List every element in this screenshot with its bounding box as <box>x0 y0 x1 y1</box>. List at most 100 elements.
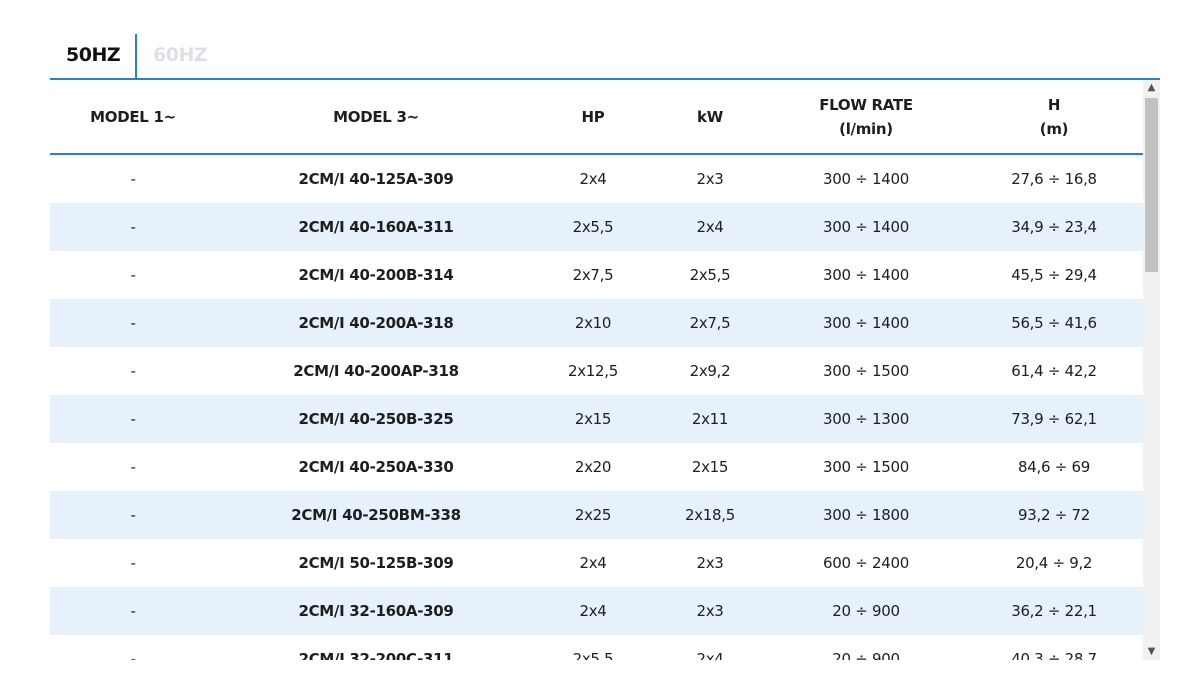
table-row: - 2CM/I 40-125A-309 2x4 2x3 300 ÷ 1400 27,6 ÷… <box>50 155 1143 203</box>
table-cell: 2x5,5 <box>572 650 614 660</box>
table-cell: 300 ÷ 1500 <box>823 362 909 380</box>
table-cell: - <box>130 554 136 572</box>
table-cell: 2x18,5 <box>684 506 736 524</box>
table-cell: 2x12,5 <box>567 362 619 380</box>
header-cell: FLOW RATE (l/min) <box>819 80 913 153</box>
table-cell: 300 ÷ 1400 <box>823 170 909 188</box>
table-cell: 2CM/I 40-200A-318 <box>298 314 454 332</box>
table-cell: - <box>130 170 136 188</box>
table-cell: 20 ÷ 900 <box>832 650 900 660</box>
table-cell: 2CM/I 32-160A-309 <box>298 602 454 620</box>
table-cell: 20,4 ÷ 9,2 <box>1015 554 1093 572</box>
scroll-up[interactable]: ▲ <box>1147 82 1156 93</box>
table-cell: 2CM/I 40-250B-325 <box>298 410 454 428</box>
table-row: - 2CM/I 40-200B-314 2x7,5 2x5,5 300 ÷ 1400 45… <box>50 251 1143 299</box>
table-cell: 20 ÷ 900 <box>832 602 900 620</box>
header-text: kW <box>697 107 723 126</box>
table-cell: 2x20 <box>574 458 612 476</box>
table-cell: - <box>130 362 136 380</box>
table-row: - 2CM/I 40-160A-311 2x5,5 2x4 300 ÷ 1400 34,9… <box>50 203 1143 251</box>
table-cell: 2x15 <box>691 458 729 476</box>
header-text: MODEL 3~ <box>333 107 419 126</box>
table-cell: 2x4 <box>696 218 724 236</box>
table-cell: 73,9 ÷ 62,1 <box>1011 410 1097 428</box>
header-text: (m) <box>1039 119 1069 138</box>
table-cell: 2CM/I 40-250BM-338 <box>291 506 461 524</box>
table-cell: 2CM/I 40-200B-314 <box>298 266 454 284</box>
table-cell: 300 ÷ 1800 <box>823 506 909 524</box>
table-cell: - <box>130 314 136 332</box>
header-row: MODEL 1~ MODEL 3~ HP kW FLOW RATE (l/min) H (m) <box>50 80 1143 153</box>
tab-60hz[interactable]: 60HZ <box>153 44 208 66</box>
table-cell: 2x7,5 <box>689 314 731 332</box>
table-row: - 2CM/I 40-250A-330 2x20 2x15 300 ÷ 1500 84,6… <box>50 443 1143 491</box>
table-row: - 2CM/I 50-125B-309 2x4 2x3 600 ÷ 2400 20,4 ÷… <box>50 539 1143 587</box>
table-cell: 2CM/I 40-125A-309 <box>298 170 454 188</box>
header-text: MODEL 1~ <box>90 107 176 126</box>
header-text: HP <box>581 107 605 126</box>
table-cell: 61,4 ÷ 42,2 <box>1011 362 1097 380</box>
header-text: H <box>1047 95 1061 114</box>
table-cell: 2x11 <box>691 410 729 428</box>
table-row: - 2CM/I 32-200C-311 2x5,5 2x4 20 ÷ 900 40,3 ÷… <box>50 635 1143 660</box>
table-cell: 36,2 ÷ 22,1 <box>1011 602 1097 620</box>
header-cell: H (m) <box>1039 80 1069 153</box>
scrollbar-thumb[interactable] <box>1145 98 1158 272</box>
table-cell: 2CM/I 40-160A-311 <box>298 218 454 236</box>
table-cell: 2x9,2 <box>689 362 731 380</box>
table-cell: 2x7,5 <box>572 266 614 284</box>
table-cell: 300 ÷ 1500 <box>823 458 909 476</box>
header-cell: HP <box>582 80 605 153</box>
table-cell: 27,6 ÷ 16,8 <box>1011 170 1097 188</box>
table-cell: 2CM/I 32-200C-311 <box>298 650 454 660</box>
table-cell: 2CM/I 50-125B-309 <box>298 554 454 572</box>
table-cell: 2x5,5 <box>689 266 731 284</box>
table-cell: 600 ÷ 2400 <box>823 554 909 572</box>
table-cell: 93,2 ÷ 72 <box>1018 506 1090 524</box>
table-row: - 2CM/I 40-200AP-318 2x12,5 2x9,2 300 ÷ 1500… <box>50 347 1143 395</box>
table-row: - 2CM/I 40-200A-318 2x10 2x7,5 300 ÷ 1400 56,… <box>50 299 1143 347</box>
table-cell: 2CM/I 40-250A-330 <box>298 458 454 476</box>
header-cell: kW <box>697 80 723 153</box>
table-cell: - <box>130 266 136 284</box>
table-cell: 2x25 <box>574 506 612 524</box>
table-row: - 2CM/I 40-250B-325 2x15 2x11 300 ÷ 1300 73,9… <box>50 395 1143 443</box>
table-cell: 84,6 ÷ 69 <box>1018 458 1090 476</box>
scroll-down[interactable]: ▼ <box>1147 646 1156 657</box>
table-cell: 56,5 ÷ 41,6 <box>1011 314 1097 332</box>
header-cell: MODEL 1~ <box>90 80 176 153</box>
header-text: (l/min) <box>839 119 893 138</box>
table-cell: - <box>130 602 136 620</box>
tab-underline <box>50 78 1160 80</box>
table-cell: 2x4 <box>696 650 724 660</box>
header-text: FLOW RATE <box>819 95 913 114</box>
header-cell: MODEL 3~ <box>333 80 419 153</box>
table-cell: - <box>130 506 136 524</box>
table: MODEL 1~ MODEL 3~ HP kW FLOW RATE (l/min) H (m)… <box>50 80 1143 660</box>
table-cell: 300 ÷ 1400 <box>823 266 909 284</box>
table-cell: 2x3 <box>696 602 724 620</box>
header-underline <box>50 153 1143 155</box>
table-row: - 2CM/I 40-250BM-338 2x25 2x18,5 300 ÷ 1800 9… <box>50 491 1143 539</box>
table-cell: 2x4 <box>579 170 607 188</box>
table-cell: - <box>130 458 136 476</box>
table-cell: 2x10 <box>574 314 612 332</box>
table-cell: 300 ÷ 1400 <box>823 314 909 332</box>
table-cell: 2x4 <box>579 554 607 572</box>
table-cell: 45,5 ÷ 29,4 <box>1011 266 1097 284</box>
table-cell: 2CM/I 40-200AP-318 <box>293 362 459 380</box>
table-cell: 2x3 <box>696 554 724 572</box>
table-cell: - <box>130 650 136 660</box>
table-cell: 34,9 ÷ 23,4 <box>1011 218 1097 236</box>
table-cell: 2x5,5 <box>572 218 614 236</box>
table-cell: - <box>130 218 136 236</box>
table-cell: - <box>130 410 136 428</box>
table-cell: 300 ÷ 1300 <box>823 410 909 428</box>
table-cell: 40,3 ÷ 28,7 <box>1011 650 1097 660</box>
tab-50hz[interactable]: 50HZ <box>66 44 121 66</box>
table-cell: 2x4 <box>579 602 607 620</box>
table-cell: 2x3 <box>696 170 724 188</box>
tab-separator <box>135 34 137 79</box>
table-row: - 2CM/I 32-160A-309 2x4 2x3 20 ÷ 900 36,2 ÷ 2… <box>50 587 1143 635</box>
